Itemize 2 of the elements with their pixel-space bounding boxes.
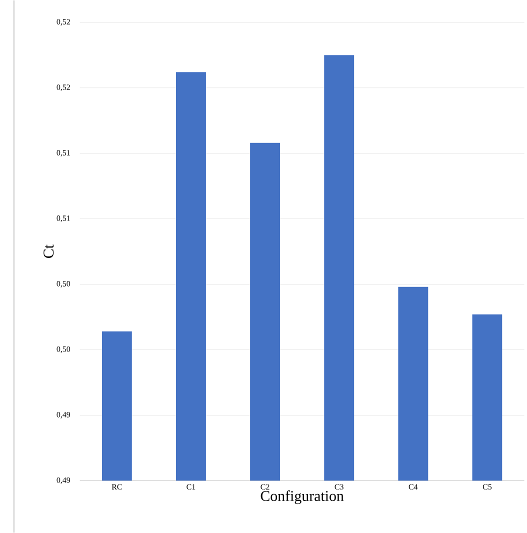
x-axis-title: Configuration <box>260 490 344 504</box>
y-axis-title: Ct <box>43 244 54 258</box>
